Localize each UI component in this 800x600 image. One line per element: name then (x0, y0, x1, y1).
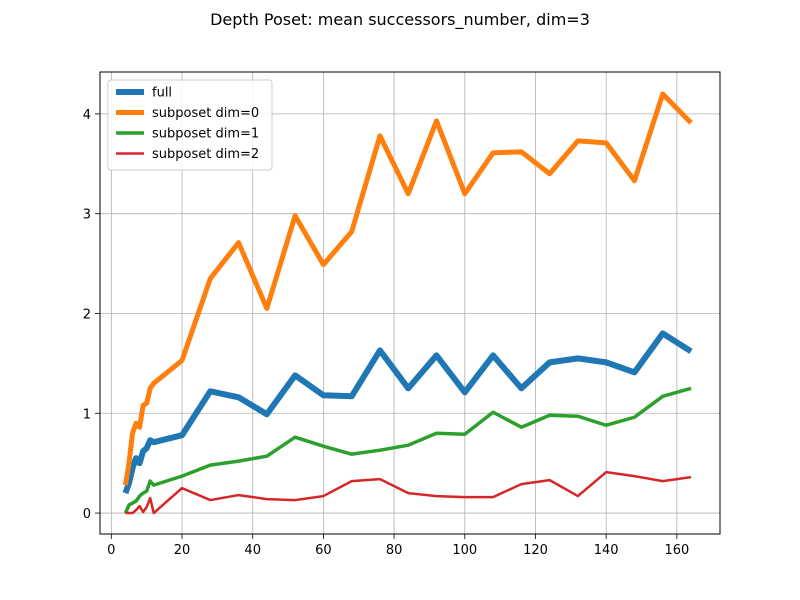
y-tick-label: 1 (83, 407, 91, 422)
y-tick-label: 3 (83, 208, 91, 223)
x-tick-label: 40 (244, 543, 261, 558)
chart-title: Depth Poset: mean successors_number, dim… (210, 10, 590, 30)
y-tick-label: 2 (83, 307, 91, 322)
series-line-subposet-dim-1 (123, 386, 692, 514)
x-tick-label: 160 (664, 543, 689, 558)
x-tick-label: 60 (315, 543, 332, 558)
x-tick-label: 0 (107, 543, 115, 558)
x-tick-label: 20 (174, 543, 191, 558)
x-tick-label: 140 (594, 543, 619, 558)
legend-box (107, 79, 273, 171)
plot-frame (99, 71, 721, 535)
y-tick-label: 4 (83, 108, 91, 123)
x-tick-label: 100 (452, 543, 477, 558)
legend-label: subposet dim=2 (152, 147, 259, 162)
x-tick-label: 120 (523, 543, 548, 558)
series-layer (122, 91, 693, 515)
y-axis: 0 1 2 3 4 (83, 108, 100, 522)
x-tick-label: 80 (386, 543, 403, 558)
legend-label: subposet dim=0 (152, 106, 259, 121)
legend-label: full (152, 86, 172, 101)
legend: full subposet dim=0 subposet dim=1 subposet… (107, 79, 273, 171)
series-line-subposet-dim-2 (125, 470, 692, 515)
y-tick-label: 0 (83, 507, 91, 522)
series-line-full (122, 330, 693, 495)
series-line-subposet-dim-0 (122, 91, 693, 486)
legend-label: subposet dim=1 (152, 127, 259, 142)
x-axis: 0 20 40 60 80 100 120 140 160 (107, 534, 689, 558)
